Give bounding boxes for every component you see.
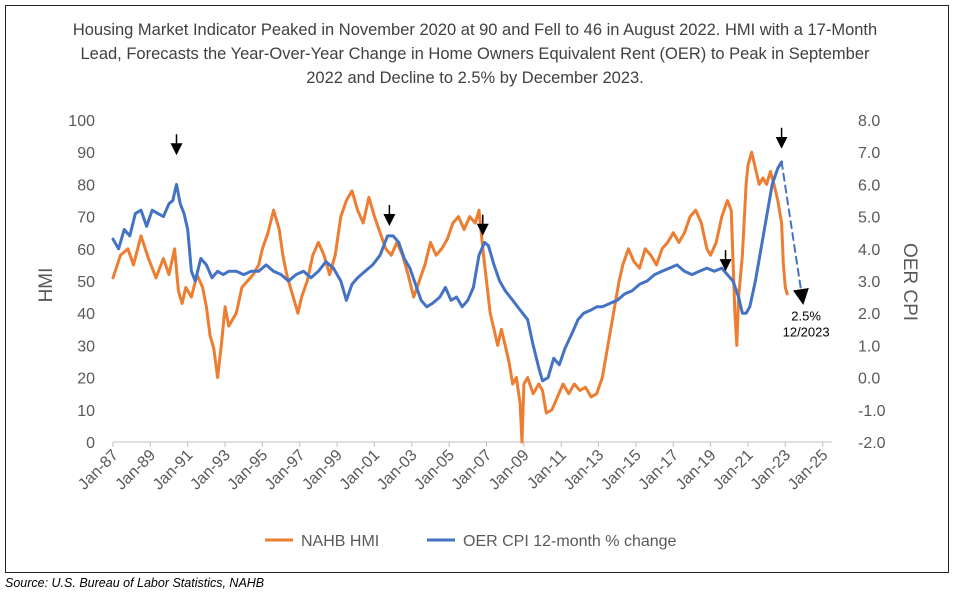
- y2-tick-label: 6.0: [858, 177, 880, 194]
- y2-axis-title: OER CPI: [899, 243, 920, 321]
- x-tick-label: Jan-23: [748, 447, 795, 494]
- x-tick-label: Jan-99: [299, 447, 346, 494]
- x-tick-label: Jan-15: [598, 447, 645, 494]
- y2-tick-label: 5.0: [858, 210, 880, 227]
- series-line-hmi: [111, 150, 789, 444]
- y2-tick-label: 0.0: [858, 371, 880, 388]
- legend-label: NAHB HMI: [301, 533, 379, 550]
- x-tick-label: Jan-93: [187, 447, 234, 494]
- x-tick-label: Jan-95: [225, 447, 272, 494]
- x-tick-label: Jan-91: [150, 447, 197, 494]
- y2-tick-label: 7.0: [858, 145, 880, 162]
- y-tick-label: 20: [77, 371, 95, 388]
- oer-forecast-line: [780, 160, 809, 306]
- x-tick-label: Jan-05: [411, 447, 458, 494]
- x-tick-label: Jan-97: [262, 447, 309, 494]
- y2-tick-label: 4.0: [858, 242, 880, 259]
- legend-item: NAHB HMI: [265, 533, 379, 550]
- y2-tick-label: 8.0: [858, 113, 880, 130]
- x-tick-label: Jan-21: [710, 447, 757, 494]
- y2-tick-label: 1.0: [858, 338, 880, 355]
- y-tick-label: 90: [77, 145, 95, 162]
- x-tick-label: Jan-87: [75, 447, 122, 494]
- y-tick-label: 40: [77, 306, 95, 323]
- y-tick-label: 30: [77, 338, 95, 355]
- x-tick-label: Jan-17: [635, 447, 682, 494]
- y-tick-label: 50: [77, 274, 95, 291]
- x-tick-label: Jan-09: [486, 447, 533, 494]
- legend-label: OER CPI 12-month % change: [463, 533, 677, 550]
- x-tick-label: Jan-19: [673, 447, 720, 494]
- x-tick-label: Jan-07: [449, 447, 496, 494]
- source-note: Source: U.S. Bureau of Labor Statistics,…: [5, 576, 265, 590]
- x-tick-label: Jan-03: [374, 447, 421, 494]
- x-tick-label: Jan-11: [524, 447, 570, 493]
- x-tick-label: Jan-13: [561, 447, 608, 494]
- forecast-label: 12/2023: [783, 325, 830, 340]
- y-tick-label: 80: [77, 177, 95, 194]
- y2-tick-label: -1.0: [858, 403, 886, 420]
- y2-tick-label: -2.0: [858, 435, 886, 452]
- series-line-oer: [111, 160, 784, 383]
- chart-frame: [5, 5, 949, 573]
- y-tick-label: 10: [77, 403, 95, 420]
- y-tick-label: 60: [77, 242, 95, 259]
- legend-item: OER CPI 12-month % change: [427, 533, 677, 550]
- y-tick-label: 70: [77, 210, 95, 227]
- x-tick-label: Jan-25: [785, 447, 832, 494]
- y-tick-label: 100: [68, 113, 95, 130]
- forecast-label: 2.5%: [791, 308, 821, 323]
- chart-title: Housing Market Indicator Peaked in Novem…: [72, 21, 878, 87]
- y-tick-label: 0: [86, 435, 95, 452]
- y-axis-title: HMI: [36, 268, 57, 303]
- x-tick-label: Jan-89: [113, 447, 160, 494]
- y2-tick-label: 3.0: [858, 274, 880, 291]
- x-tick-label: Jan-01: [337, 447, 384, 494]
- y2-tick-label: 2.0: [858, 306, 880, 323]
